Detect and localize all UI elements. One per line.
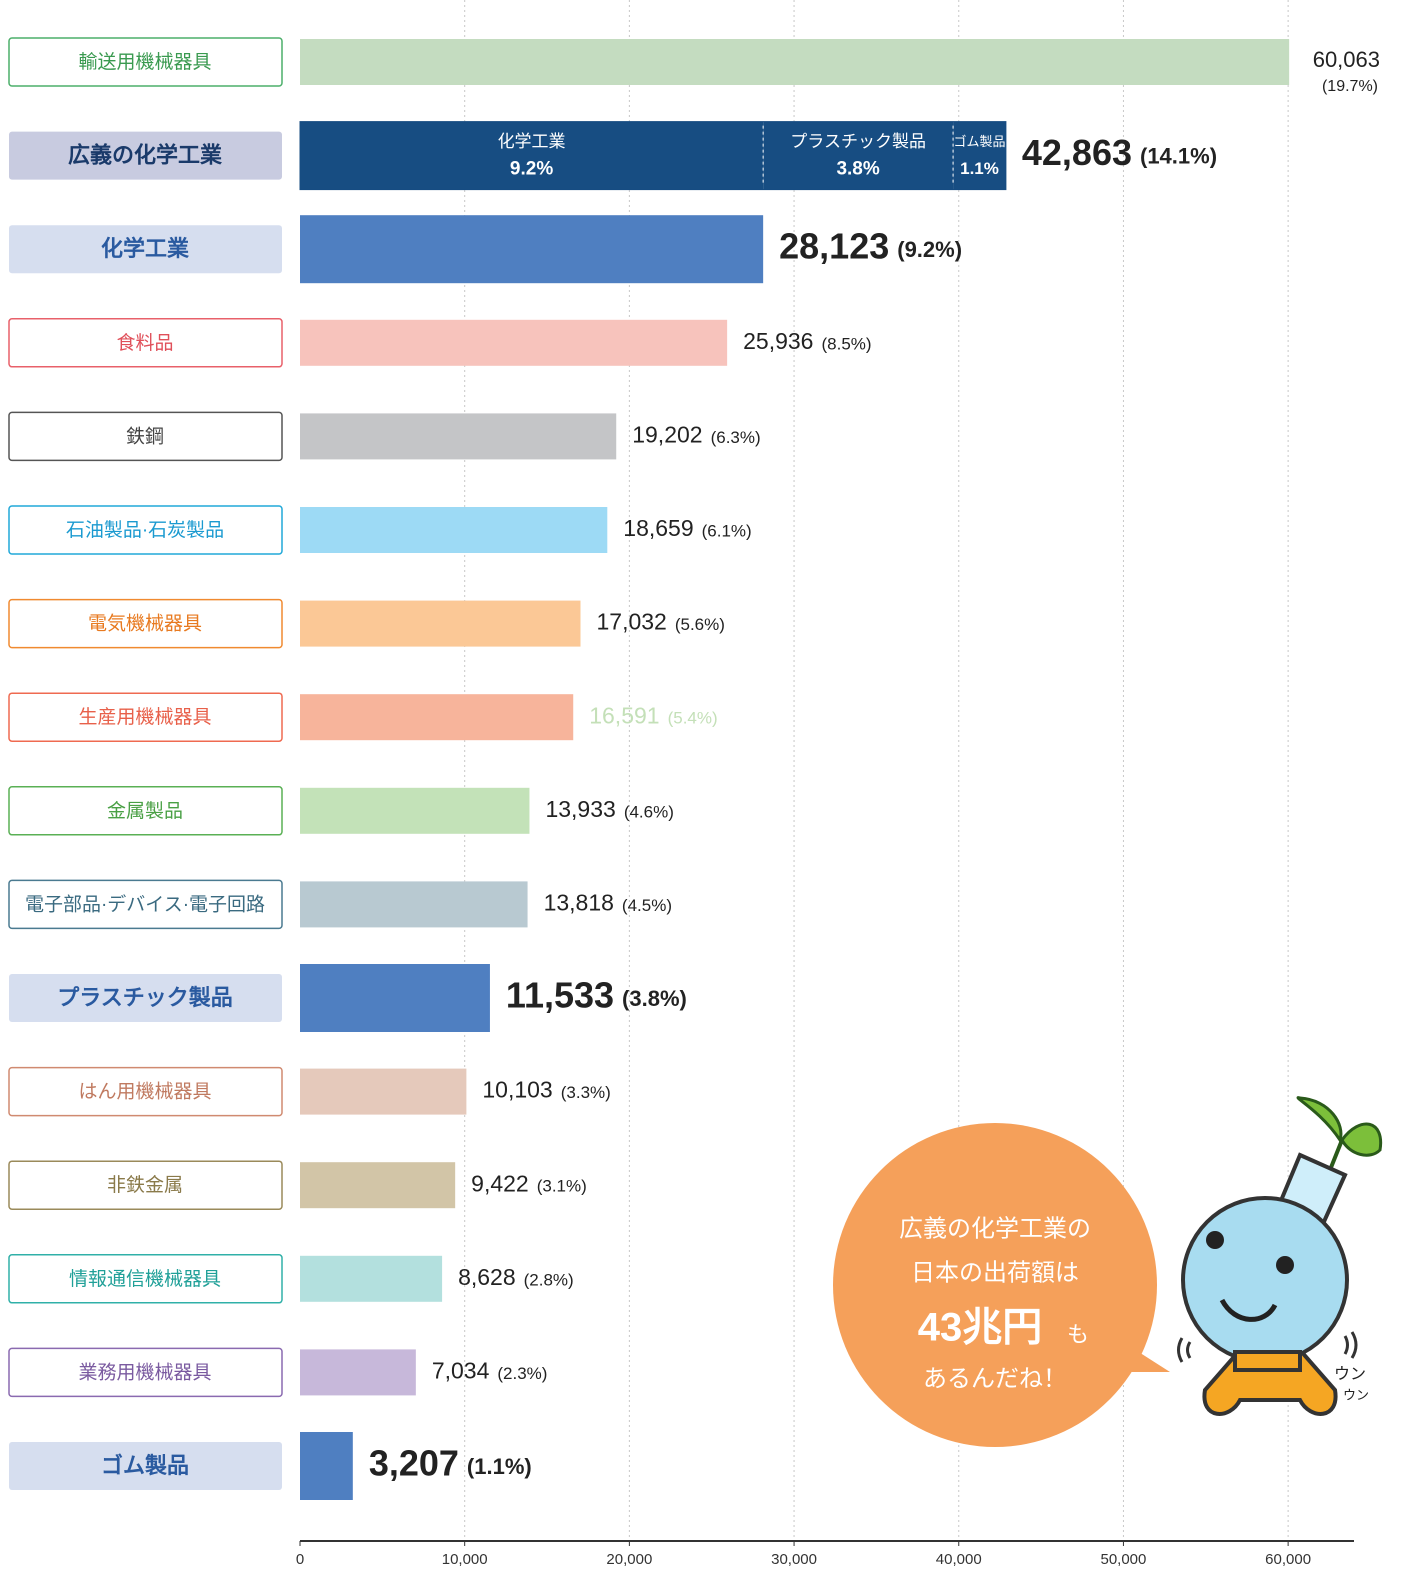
bar — [300, 413, 616, 459]
callout-line: あるんだね！ — [923, 1365, 1067, 1392]
x-tick-label: 30,000 — [771, 1551, 817, 1568]
value-label: 13,933 — [545, 796, 615, 822]
value-label: 42,863 — [1022, 132, 1132, 173]
value-label: 11,533 — [506, 975, 614, 1016]
category-label: 鉄鋼 — [126, 425, 164, 447]
chart: 0 10,000 20,000 30,000 40,000 50,000 60,000 輸送… — [0, 0, 1413, 1585]
category-label: 輸送用機械器具 — [78, 51, 211, 73]
callout: 広義の化学工業の 日本の出荷額は 43兆円 も あるんだね！ — [833, 1123, 1170, 1447]
x-tick-label: 0 — [296, 1551, 304, 1568]
category-label: 非鉄金属 — [107, 1174, 183, 1196]
bar — [300, 788, 529, 834]
segment-name: プラスチック製品 — [790, 132, 926, 151]
share-label: (6.3%) — [711, 428, 761, 447]
category-label: 電気機械器具 — [88, 613, 202, 635]
value-label: 10,103 — [482, 1077, 552, 1103]
x-tick-label: 60,000 — [1265, 1551, 1311, 1568]
bar — [300, 507, 607, 553]
category-label: プラスチック製品 — [57, 985, 233, 1010]
share-label: (3.8%) — [622, 986, 687, 1011]
share-label: (4.5%) — [622, 896, 672, 915]
category-label: 広義の化学工業 — [68, 142, 223, 167]
bar — [300, 1349, 416, 1395]
bar — [300, 694, 573, 740]
share-label: (5.6%) — [675, 615, 725, 634]
value-label: 18,659 — [623, 515, 693, 541]
segment-share: 1.1% — [960, 159, 999, 178]
value-label: 7,034 — [432, 1357, 490, 1383]
share-label: (14.1%) — [1140, 143, 1217, 168]
bar-segment — [953, 122, 1006, 190]
value-label: 9,422 — [471, 1170, 529, 1196]
mascot: ウン ウン — [1179, 1098, 1381, 1414]
callout-suffix: も — [1067, 1322, 1089, 1347]
category-label: 化学工業 — [101, 236, 190, 261]
callout-emphasis: 43兆円 — [918, 1306, 1043, 1350]
bar — [300, 1432, 353, 1500]
segment-name: ゴム製品 — [953, 134, 1005, 149]
share-label: (3.1%) — [537, 1177, 587, 1196]
value-label: 13,818 — [544, 889, 614, 915]
segment-share: 9.2% — [510, 159, 553, 180]
category-label: 電子部品·デバイス·電子回路 — [25, 893, 265, 915]
category-label: 石油製品·石炭製品 — [66, 519, 224, 541]
value-label: 19,202 — [632, 421, 702, 447]
share-label: (2.3%) — [497, 1364, 547, 1383]
x-tick-label: 40,000 — [936, 1551, 982, 1568]
bar — [300, 881, 528, 927]
share-label: (9.2%) — [897, 237, 962, 262]
bar — [300, 215, 763, 283]
value-label: 28,123 — [779, 226, 889, 267]
share-label: (8.5%) — [821, 334, 871, 353]
share-label: (19.7%) — [1322, 78, 1378, 95]
value-label: 25,936 — [743, 328, 813, 354]
value-label: 3,207 — [369, 1443, 459, 1484]
category-label: 生産用機械器具 — [78, 706, 211, 728]
x-tick-label: 20,000 — [606, 1551, 652, 1568]
bar — [300, 1162, 455, 1208]
mascot-sound: ウン — [1334, 1365, 1366, 1383]
x-tick-label: 10,000 — [442, 1551, 488, 1568]
share-label: (4.6%) — [624, 802, 674, 821]
callout-line: 広義の化学工業の — [899, 1215, 1091, 1242]
value-label: 8,628 — [458, 1264, 516, 1290]
callout-line: 日本の出荷額は — [911, 1259, 1079, 1286]
bar — [300, 1069, 466, 1115]
value-label: 16,591 — [589, 702, 659, 728]
category-label: 食料品 — [116, 332, 173, 354]
mascot-sound: ウン — [1343, 1387, 1369, 1402]
bar — [300, 964, 490, 1032]
bar — [300, 39, 1289, 85]
category-label: はん用機械器具 — [78, 1081, 211, 1103]
category-label: 金属製品 — [107, 800, 183, 822]
x-tick-label: 50,000 — [1100, 1551, 1146, 1568]
segment-share: 3.8% — [836, 159, 879, 180]
value-label: 17,032 — [596, 609, 666, 635]
share-label: (1.1%) — [467, 1454, 532, 1479]
category-label: 情報通信機械器具 — [69, 1268, 221, 1290]
bar — [300, 320, 727, 366]
share-label: (2.8%) — [524, 1270, 574, 1289]
share-label: (6.1%) — [702, 521, 752, 540]
bar — [300, 601, 580, 647]
category-label: 業務用機械器具 — [78, 1361, 211, 1383]
category-label: ゴム製品 — [101, 1453, 189, 1478]
share-label: (5.4%) — [668, 709, 718, 728]
bar — [300, 1256, 442, 1302]
value-label: 60,063 — [1313, 47, 1380, 72]
share-label: (3.3%) — [561, 1083, 611, 1102]
segment-name: 化学工業 — [498, 132, 566, 151]
